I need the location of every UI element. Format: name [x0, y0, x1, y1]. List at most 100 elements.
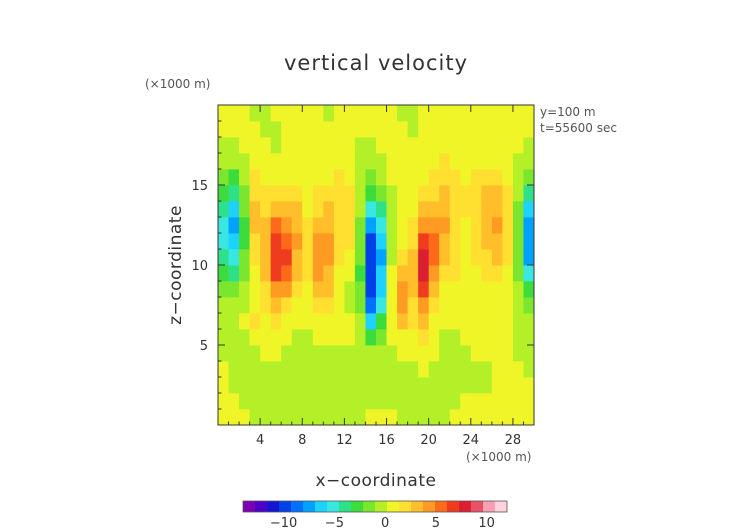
contour-cell [260, 153, 272, 170]
contour-cell [470, 361, 482, 378]
contour-cell [481, 265, 493, 282]
contour-cell [291, 153, 303, 170]
contour-cell [333, 201, 345, 218]
contour-cell [491, 137, 503, 154]
contour-cell [397, 121, 408, 138]
colorbar-swatch [471, 501, 484, 512]
contour-cell [460, 361, 472, 378]
contour-cell [481, 281, 493, 298]
contour-cell [239, 185, 250, 202]
contour-cell [302, 377, 314, 394]
contour-cell [407, 345, 419, 362]
contour-cell [323, 185, 335, 202]
contour-cell [260, 201, 272, 218]
contour-cell [228, 105, 240, 122]
contour-cell [344, 409, 356, 426]
y-tick-label: 15 [191, 179, 208, 194]
contour-cell [249, 105, 261, 122]
x-axis-unit: (×1000 m) [466, 450, 531, 464]
contour-cell [270, 393, 282, 410]
contour-cell [449, 377, 461, 394]
contour-cell [439, 345, 451, 362]
contour-cell [460, 313, 472, 330]
colorbar-swatch [363, 501, 376, 512]
contour-cell [512, 393, 524, 410]
contour-cell [239, 265, 250, 282]
contour-cell [260, 361, 272, 378]
contour-cell [228, 361, 240, 378]
contour-cell [249, 281, 261, 298]
contour-cell [249, 377, 261, 394]
contour-cell [354, 345, 366, 362]
contour-cell [323, 297, 335, 314]
contour-cell [470, 313, 482, 330]
contour-cell [428, 233, 440, 250]
contour-cell [291, 345, 303, 362]
colorbar-tick-label: −10 [270, 516, 297, 531]
colorbar: −10 −5 0 5 10 [242, 500, 508, 531]
contour-cell [460, 233, 472, 250]
contour-cell [376, 329, 387, 346]
contour-cell [333, 249, 345, 266]
x-tick-label: 28 [505, 433, 522, 448]
contour-cell [470, 169, 482, 186]
contour-cell [428, 297, 440, 314]
contour-cell [323, 217, 335, 234]
contour-cell [481, 185, 493, 202]
contour-cell [312, 137, 324, 154]
contour-cell [418, 217, 430, 234]
contour-cell [439, 361, 451, 378]
contour-cell [312, 313, 324, 330]
contour-cell [491, 313, 503, 330]
contour-cell [260, 281, 272, 298]
contour-cell [523, 233, 535, 250]
contour-cell [239, 329, 250, 346]
contour-cell [344, 153, 356, 170]
contour-cell [344, 345, 356, 362]
contour-cell [281, 393, 293, 410]
contour-cell [344, 201, 356, 218]
contour-cell [460, 377, 472, 394]
contour-cell [470, 265, 482, 282]
contour-cell [428, 281, 440, 298]
contour-cell [249, 297, 261, 314]
contour-cell [344, 361, 356, 378]
contour-cell [449, 393, 461, 410]
contour-cell [344, 377, 356, 394]
contour-cell [270, 169, 282, 186]
contour-cell [418, 121, 430, 138]
contour-cell [228, 345, 240, 362]
contour-cell [523, 361, 535, 378]
contour-cell [239, 393, 250, 410]
contour-cell [354, 409, 366, 426]
contour-cell [418, 137, 430, 154]
contour-cell [344, 169, 356, 186]
contour-cell [397, 281, 408, 298]
contour-cell [281, 377, 293, 394]
contour-cell [523, 393, 535, 410]
contour-cell [386, 169, 398, 186]
contour-cell [365, 169, 377, 186]
contour-cell [260, 313, 272, 330]
contour-cell [512, 105, 524, 122]
contour-cell [439, 169, 451, 186]
contour-cell [418, 153, 430, 170]
contour-cell [523, 153, 535, 170]
contour-cell [428, 313, 440, 330]
contour-cell [470, 137, 482, 154]
contour-cell [470, 281, 482, 298]
contour-cell [449, 409, 461, 426]
contour-cell [512, 185, 524, 202]
contour-cell [291, 201, 303, 218]
contour-cell [397, 185, 408, 202]
contour-cell [449, 185, 461, 202]
contour-cell [249, 409, 261, 426]
contour-cell [512, 345, 524, 362]
contour-cell [249, 361, 261, 378]
colorbar-swatch [303, 501, 316, 512]
contour-cell [323, 377, 335, 394]
contour-cell [481, 169, 493, 186]
contour-cell [418, 185, 430, 202]
contour-cell [470, 233, 482, 250]
contour-cell [502, 409, 514, 426]
